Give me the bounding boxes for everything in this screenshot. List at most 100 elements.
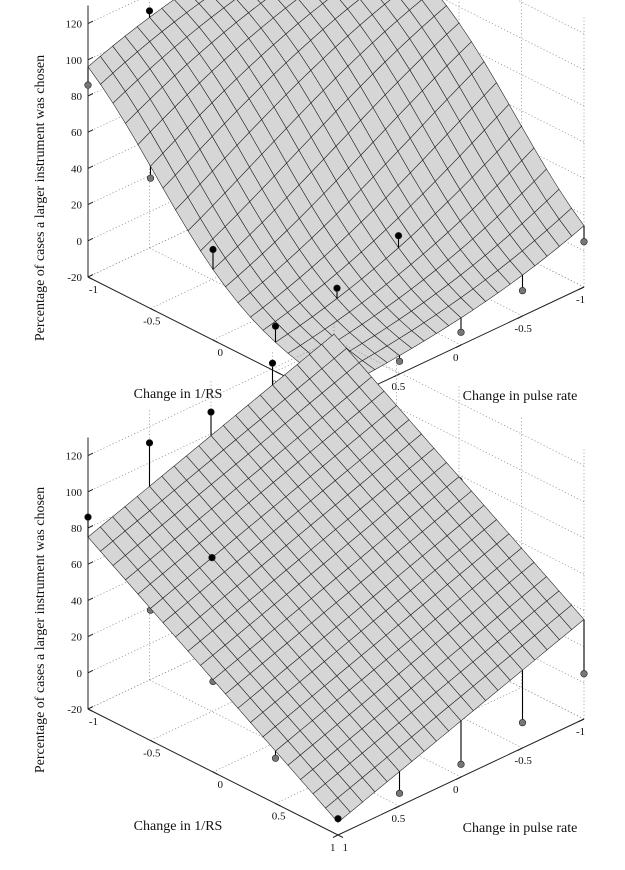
y-axis-label: Change in pulse rate [463, 821, 578, 836]
z-tick-label: 60 [71, 559, 83, 571]
x-tick-mark [87, 276, 94, 280]
data-point [457, 328, 465, 336]
x-tick-mark [275, 371, 281, 375]
z-tick-label: 100 [66, 55, 83, 67]
z-tick-label: -20 [67, 704, 82, 716]
grid-line [150, 192, 397, 309]
z-tick-mark [87, 20, 94, 25]
x-axis-label: Change in 1/RS [134, 387, 223, 402]
z-tick-mark [87, 633, 94, 638]
grid-line [212, 655, 460, 773]
x-tick-mark [150, 308, 156, 312]
y-tick-label: -1 [576, 294, 585, 306]
x-tick-label: -0.5 [143, 748, 161, 760]
z-tick-label: 120 [66, 19, 83, 31]
y-tick-label: 0 [453, 352, 459, 364]
z-tick-mark [87, 129, 94, 133]
data-point [145, 439, 154, 447]
y-tick-mark [517, 315, 523, 319]
y-tick-label: -0.5 [515, 323, 533, 335]
x-tick-label: 1 [343, 842, 349, 854]
z-tick-mark [87, 93, 94, 97]
data-point [518, 287, 527, 295]
x-tick-mark [212, 771, 219, 775]
x-tick-label: 0 [218, 779, 224, 791]
x-tick-label: 0 [218, 347, 224, 359]
x-tick-mark [87, 708, 94, 712]
z-tick-mark [87, 452, 94, 457]
data-point [580, 238, 588, 246]
data-point [333, 284, 341, 292]
grid-line [150, 624, 397, 741]
z-tick-mark [87, 488, 94, 493]
z-tick-mark [87, 274, 94, 278]
data-point [84, 81, 92, 89]
data-point [271, 754, 280, 762]
tick-labels: -1 -0.5 0 0.5 1 -1 -0.5 0 0.5 1 -20 0 20 40 60 80 100 120 [66, 451, 586, 854]
y-tick-label: 0.5 [392, 813, 406, 825]
z-tick-mark [87, 237, 94, 242]
data-point [209, 245, 217, 254]
y-tick-label: -0.5 [515, 755, 533, 767]
stems-above-surface [84, 359, 342, 823]
z-tick-label: 20 [71, 200, 83, 212]
z-tick-mark [87, 597, 94, 601]
data-point [580, 670, 588, 678]
data-point [334, 815, 342, 823]
z-tick-mark [87, 201, 94, 206]
x-tick-label: 0.5 [272, 811, 286, 823]
surface-mesh [87, 333, 585, 823]
y-tick-mark [578, 718, 585, 722]
y-tick-mark [455, 344, 462, 348]
axis-box [87, 437, 585, 838]
y-tick-mark [332, 834, 339, 838]
x-tick-mark [275, 803, 281, 807]
z-tick-label: 100 [66, 487, 83, 499]
data-point [457, 760, 465, 768]
surface-mesh [87, 0, 585, 391]
data-point [271, 322, 280, 330]
y-tick-label: 0 [453, 784, 459, 796]
axis-box [87, 5, 585, 406]
y-tick-mark [394, 805, 400, 809]
y-tick-mark [517, 747, 523, 751]
z-tick-label: 0 [77, 668, 83, 680]
z-axis-label: Percentage of cases a larger instrument … [33, 55, 48, 341]
x-tick-mark [212, 339, 219, 343]
x-tick-mark [150, 740, 156, 744]
z-tick-mark [87, 56, 94, 61]
y-tick-label: 0.5 [392, 381, 406, 393]
z-tick-mark [87, 165, 94, 169]
data-point [208, 554, 216, 562]
z-tick-label: 40 [71, 163, 83, 175]
data-point [395, 789, 404, 797]
z-tick-label: 120 [66, 451, 83, 463]
x-tick-mark [337, 834, 344, 838]
x-tick-label: -1 [89, 284, 98, 296]
data-point [207, 408, 215, 416]
z-tick-label: 40 [71, 595, 83, 607]
data-point [146, 174, 155, 182]
z-tick-label: 80 [71, 91, 83, 103]
z-tick-label: 80 [71, 523, 83, 535]
x-axis-label: Change in 1/RS [134, 819, 223, 834]
data-point [268, 359, 277, 367]
z-axis-label: Percentage of cases a larger instrument … [33, 487, 48, 773]
data-point [145, 7, 154, 15]
z-tick-mark [87, 561, 94, 565]
x-tick-label: -0.5 [143, 316, 161, 328]
x-tick-label: -1 [89, 716, 98, 728]
z-tick-mark [87, 706, 94, 710]
y-tick-label: 1 [330, 842, 336, 854]
y-tick-mark [578, 286, 585, 290]
data-point [395, 357, 404, 365]
z-tick-label: 60 [71, 127, 83, 139]
z-tick-label: 20 [71, 632, 83, 644]
chart-panel-top: -1-0.500.51-1-0.500.51-20020406080100120… [33, 0, 588, 422]
data-point [84, 513, 92, 521]
z-tick-mark [87, 525, 94, 529]
z-tick-label: 0 [77, 236, 83, 248]
y-tick-label: -1 [576, 726, 585, 738]
